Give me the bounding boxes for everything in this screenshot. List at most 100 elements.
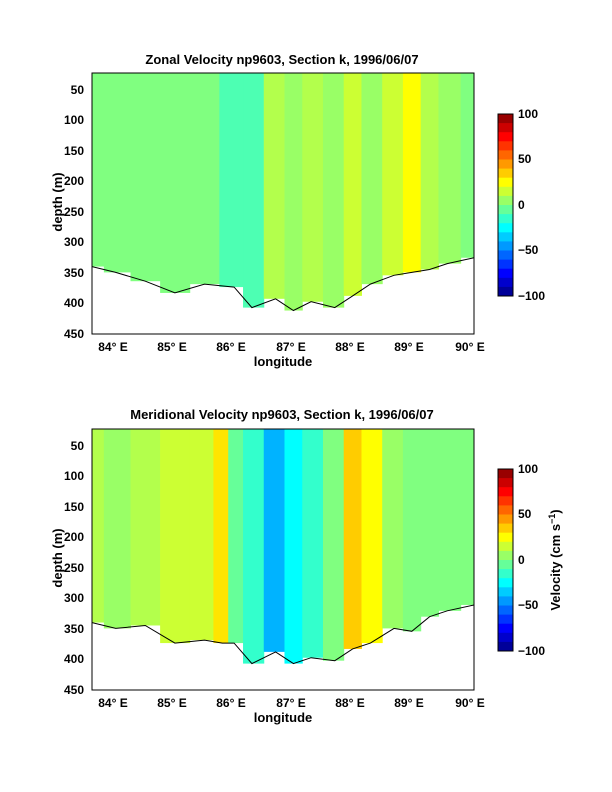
colorbar-swatch (498, 286, 513, 297)
y-tick-label: 200 (64, 530, 84, 544)
velocity-cell (243, 73, 265, 308)
colorbar-swatch (498, 150, 513, 160)
y-tick-label: 250 (64, 205, 84, 219)
colorbar-swatch (498, 505, 513, 515)
velocity-cell (343, 429, 362, 649)
x-tick-label: 87° E (276, 340, 305, 354)
colorbar-swatch (498, 641, 513, 652)
velocity-cell (302, 73, 324, 302)
velocity-cell (189, 429, 214, 641)
velocity-cell (160, 73, 191, 293)
velocity-cell (420, 429, 439, 617)
y-tick-label: 400 (64, 652, 84, 666)
colorbar-swatch (498, 541, 513, 552)
colorbar-swatch (498, 523, 513, 534)
colorbar-swatch (498, 578, 513, 588)
colorbar-swatch (498, 560, 513, 570)
x-axis-label: longitude (254, 710, 313, 725)
colorbar-tick-label: 50 (518, 507, 532, 521)
colorbar-label: Velocity (cm s−1) (547, 509, 563, 610)
chart-title: Zonal Velocity np9603, Section k, 1996/0… (145, 52, 418, 67)
velocity-cell (438, 73, 462, 264)
bottom-boundary (92, 257, 474, 312)
velocity-cell (130, 429, 161, 626)
y-axis-label: depth (m) (50, 172, 65, 231)
y-axis-ticks: 50 100 150 200 250 300 350 400 450 (64, 83, 84, 341)
meridional-velocity-panel: Meridional Velocity np9603, Section k, 1… (50, 407, 563, 725)
colorbar-swatch (498, 569, 513, 579)
colorbar-swatch (498, 487, 513, 497)
velocity-field (92, 429, 474, 665)
colorbar-tick-label: 100 (518, 107, 538, 121)
velocity-cell (263, 73, 285, 299)
y-tick-label: 50 (71, 83, 85, 97)
velocity-cell (302, 429, 324, 658)
colorbar-swatch (498, 132, 513, 142)
velocity-cell (402, 73, 422, 273)
colorbar-tick-label: −100 (518, 289, 545, 303)
colorbar-tick-label: 50 (518, 152, 532, 166)
y-tick-label: 350 (64, 266, 84, 280)
velocity-cell (322, 73, 345, 308)
x-axis-label: longitude (254, 354, 313, 369)
y-tick-label: 50 (71, 439, 85, 453)
colorbar-swatch (498, 277, 513, 288)
y-tick-label: 150 (64, 500, 84, 514)
colorbar (498, 114, 513, 297)
velocity-cell (382, 429, 404, 629)
velocity-cell (361, 73, 383, 285)
colorbar-swatch (498, 596, 513, 606)
velocity-cell (284, 73, 303, 311)
x-tick-label: 88° E (335, 696, 364, 710)
plot-frame (91, 428, 475, 691)
x-tick-label: 88° E (335, 340, 364, 354)
x-tick-label: 86° E (216, 696, 245, 710)
y-tick-label: 450 (64, 683, 84, 697)
velocity-cell (263, 429, 285, 652)
colorbar-tick-label: −100 (518, 644, 545, 658)
velocity-cell (420, 73, 439, 270)
bottom-boundary (92, 604, 474, 665)
y-axis-label: depth (m) (50, 528, 65, 587)
plot-frame (91, 72, 475, 335)
colorbar-swatch (498, 214, 513, 224)
x-axis-ticks: 84° E 85° E 86° E 87° E 88° E 89° E 90° … (98, 696, 484, 710)
colorbar-swatch (498, 605, 513, 616)
colorbar-swatch (498, 469, 513, 479)
colorbar-swatch (498, 141, 513, 151)
y-tick-label: 300 (64, 591, 84, 605)
colorbar-swatch (498, 614, 513, 625)
x-tick-label: 84° E (98, 696, 127, 710)
velocity-cell (460, 73, 474, 258)
y-tick-label: 250 (64, 561, 84, 575)
colorbar-swatch (498, 177, 513, 188)
velocity-cell (284, 429, 303, 664)
velocity-cell (343, 73, 362, 296)
colorbar-tick-label: 100 (518, 462, 538, 476)
colorbar-tick-label: −50 (518, 243, 539, 257)
y-axis-ticks: 50 100 150 200 250 300 350 400 450 (64, 439, 84, 697)
colorbar-swatch (498, 514, 513, 525)
velocity-cell (460, 429, 474, 605)
colorbar-swatch (498, 223, 513, 233)
x-tick-label: 90° E (455, 696, 484, 710)
y-tick-label: 200 (64, 174, 84, 188)
velocity-field (92, 73, 474, 312)
velocity-cell (130, 73, 161, 282)
colorbar-swatch (498, 159, 513, 170)
colorbar (498, 469, 513, 652)
y-tick-label: 350 (64, 622, 84, 636)
colorbar-swatch (498, 623, 513, 634)
colorbar-swatch (498, 114, 513, 124)
colorbar-tick-label: 0 (518, 198, 525, 212)
x-tick-label: 85° E (157, 340, 186, 354)
colorbar-swatch (498, 123, 513, 133)
colorbar-swatch (498, 232, 513, 242)
y-tick-label: 300 (64, 235, 84, 249)
x-tick-label: 89° E (394, 696, 423, 710)
velocity-cell (92, 429, 105, 623)
x-tick-label: 89° E (394, 340, 423, 354)
velocity-cell (402, 429, 422, 632)
colorbar-swatch (498, 259, 513, 270)
